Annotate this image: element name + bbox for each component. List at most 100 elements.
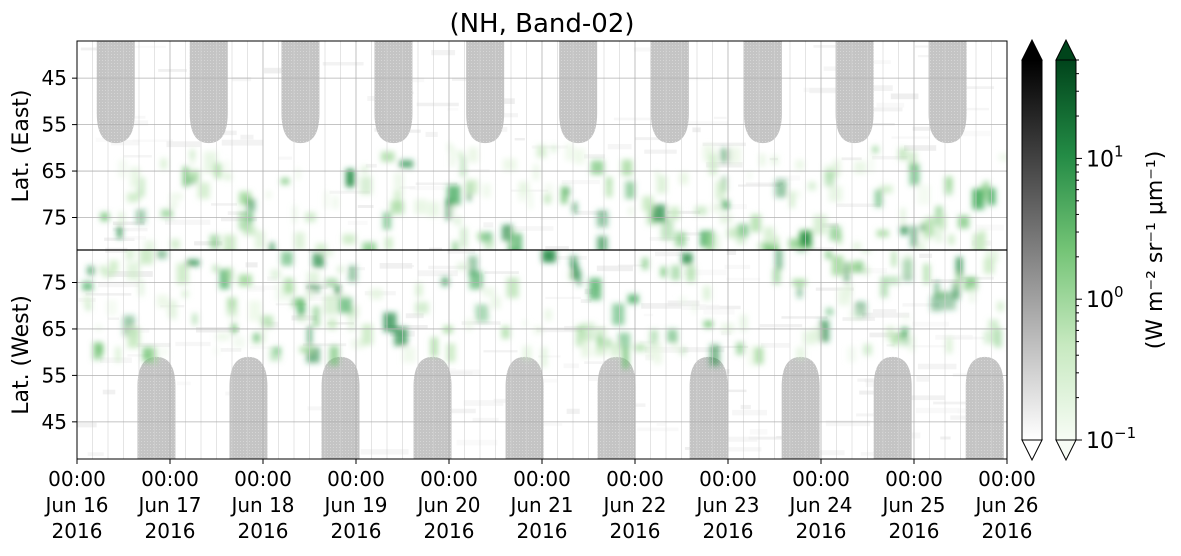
noise-streak <box>322 62 364 66</box>
aurora-patch <box>901 314 910 322</box>
noise-streak <box>177 381 191 386</box>
noise-streak <box>483 222 494 228</box>
aurora-patch <box>829 225 841 241</box>
aurora-patch <box>903 254 913 276</box>
aurora-patch <box>819 320 830 342</box>
aurora-patch <box>299 346 314 353</box>
aurora-patch <box>160 158 167 170</box>
night-gap <box>189 41 228 144</box>
x-tick-label: Jun 21 <box>508 493 573 517</box>
aurora-patch <box>238 274 252 287</box>
night-gap <box>597 356 636 459</box>
aurora-patch <box>660 266 667 278</box>
aurora-patch <box>983 330 998 344</box>
aurora-patch <box>228 308 239 321</box>
aurora-patch <box>137 177 145 197</box>
aurora-patch <box>491 296 501 309</box>
aurora-patch <box>399 160 414 168</box>
aurora-patch <box>618 332 631 348</box>
y-tick-label: 65 <box>42 317 67 341</box>
x-tick-label: 00:00 <box>885 467 943 491</box>
aurora-patch <box>369 288 383 300</box>
noise-streak <box>911 345 946 348</box>
noise-streak <box>425 131 438 137</box>
aurora-patch <box>209 234 220 249</box>
aurora-patch <box>233 336 245 348</box>
noise-streak <box>384 325 428 329</box>
aurora-patch <box>825 308 834 316</box>
noise-streak <box>721 331 732 336</box>
aurora-patch <box>243 225 256 236</box>
aurora-patch <box>576 325 585 347</box>
noise-streak <box>891 136 930 139</box>
aurora-patch <box>872 146 879 154</box>
aurora-patch <box>291 297 305 308</box>
y-tick-label: 55 <box>42 113 67 137</box>
noise-streak <box>175 341 211 347</box>
noise-streak <box>841 157 862 161</box>
y-tick-label: 75 <box>42 271 67 295</box>
noise-streak <box>221 139 264 146</box>
aurora-patch <box>345 169 355 187</box>
x-tick-label: 2016 <box>145 519 196 543</box>
noise-streak <box>749 429 768 435</box>
noise-streak <box>347 220 368 225</box>
aurora-patch <box>935 206 943 227</box>
aurora-patch <box>942 291 956 310</box>
aurora-patch <box>813 215 827 235</box>
noise-streak <box>930 279 964 283</box>
noise-streak <box>935 334 973 340</box>
noise-streak <box>745 182 783 186</box>
aurora-patch <box>571 264 579 280</box>
aurora-patch <box>898 147 908 161</box>
x-tick-label: Jun 18 <box>229 493 294 517</box>
noise-streak <box>417 270 458 277</box>
aurora-patch <box>402 347 416 363</box>
night-gap <box>743 41 782 144</box>
noise-streak <box>85 293 132 296</box>
noise-streak <box>919 253 933 258</box>
x-tick-label: 00:00 <box>513 467 571 491</box>
night-gap <box>466 41 505 144</box>
aurora-patch <box>246 198 256 211</box>
aurora-patch <box>283 277 294 294</box>
x-tick-label: 2016 <box>889 519 940 543</box>
aurora-patch <box>825 250 832 259</box>
aurora-patch <box>946 337 953 354</box>
x-tick-label: 2016 <box>424 519 475 543</box>
noise-streak <box>348 267 365 271</box>
aurora-patch <box>988 319 999 330</box>
aurora-patch <box>775 250 783 270</box>
noise-streak <box>633 47 654 52</box>
noise-streak <box>836 203 881 207</box>
aurora-patch <box>430 337 438 357</box>
noise-streak <box>132 139 173 142</box>
aurora-patch <box>667 329 678 343</box>
aurora-patch <box>161 209 173 218</box>
aurora-patch <box>694 206 707 216</box>
aurora-patch <box>627 294 639 304</box>
noise-streak <box>102 389 116 395</box>
x-tick-label: 00:00 <box>234 467 292 491</box>
x-tick-label: 2016 <box>331 519 382 543</box>
aurora-patch <box>99 265 107 274</box>
aurora-patch <box>477 232 484 240</box>
aurora-patch <box>338 297 353 314</box>
aurora-patch <box>335 286 341 295</box>
aurora-patch <box>361 166 368 173</box>
night-gap <box>873 356 912 459</box>
noise-streak <box>227 211 247 215</box>
aurora-patch <box>610 342 622 357</box>
noise-streak <box>703 308 735 315</box>
aurora-patch <box>484 239 494 250</box>
aurora-patch <box>896 339 907 346</box>
aurora-patch <box>848 308 863 321</box>
noise-streak <box>639 340 655 344</box>
night-gap <box>689 356 728 459</box>
noise-streak <box>825 420 871 427</box>
aurora-patch <box>212 264 219 273</box>
aurora-patch <box>87 266 95 276</box>
aurora-patch <box>605 338 612 348</box>
noise-streak <box>428 265 467 270</box>
aurora-patch <box>864 266 869 276</box>
